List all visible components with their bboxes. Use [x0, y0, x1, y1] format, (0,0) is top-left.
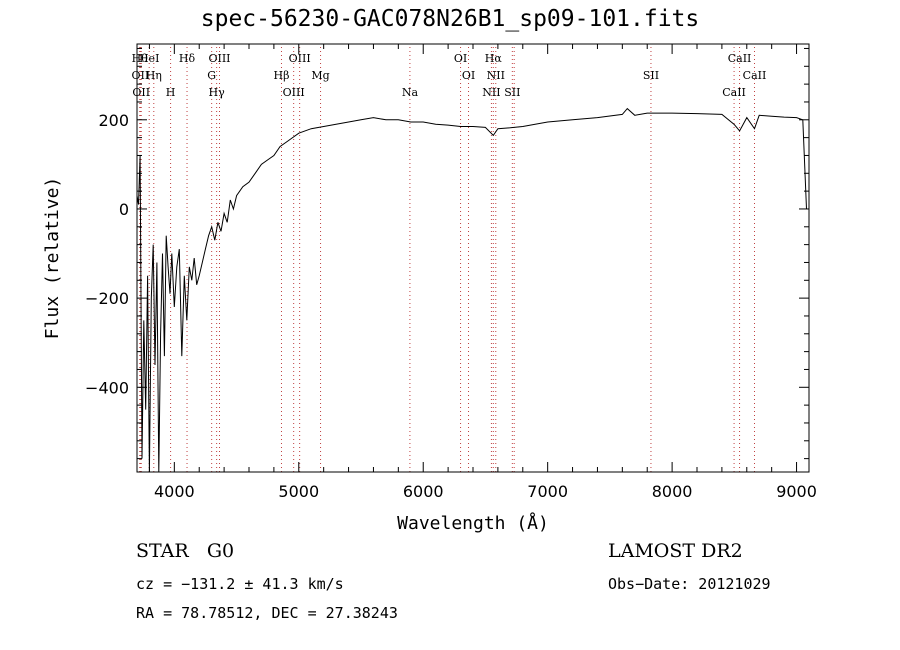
line-label: OI	[462, 69, 475, 82]
line-label: Hγ	[209, 86, 226, 99]
line-label: CaII	[743, 69, 767, 82]
x-tick-label: 9000	[776, 482, 817, 501]
line-label: Hη	[146, 69, 162, 82]
axis-tick-labels: 4000 5000 6000 7000 8000 9000 −400 −200 0 200	[85, 111, 817, 501]
line-label: OI	[454, 52, 467, 65]
x-tick-label: 8000	[652, 482, 693, 501]
line-label: SII	[643, 69, 659, 82]
line-label: H	[166, 86, 176, 99]
x-tick-label: 5000	[278, 482, 319, 501]
plot-frame	[136, 43, 810, 473]
redshift-velocity: cz = −131.2 ± 41.3 km/s	[136, 575, 344, 593]
line-label: Mg	[311, 69, 329, 82]
line-label: OII	[132, 86, 150, 99]
y-tick-label: −200	[85, 289, 129, 308]
object-class-label: STAR	[136, 540, 189, 562]
y-tick-label: 200	[98, 111, 129, 130]
y-tick-label: −400	[85, 378, 129, 397]
line-label: CaII	[728, 52, 752, 65]
observation-date: Obs−Date: 20121029	[608, 575, 771, 593]
line-label: CaII	[722, 86, 746, 99]
x-tick-label: 7000	[527, 482, 568, 501]
line-label: HeI	[139, 52, 159, 65]
x-axis-label: Wavelength (Å)	[397, 512, 549, 534]
line-label: OIII	[289, 52, 311, 65]
axis-ticks	[137, 44, 809, 472]
spectrum-line	[136, 107, 807, 473]
line-label: Hα	[485, 52, 503, 65]
line-label: Hθ	[132, 52, 149, 65]
line-label: Hδ	[179, 52, 196, 65]
emission-line-markers	[139, 47, 755, 472]
line-label: SII	[504, 86, 520, 99]
line-label: Na	[402, 86, 419, 99]
object-subclass: G0	[206, 540, 235, 562]
survey-name: LAMOST DR2	[608, 540, 743, 562]
x-tick-label: 6000	[403, 482, 444, 501]
line-label: G	[207, 69, 216, 82]
line-label: NII	[482, 86, 500, 99]
line-label: Hβ	[274, 69, 290, 82]
x-tick-label: 4000	[154, 482, 195, 501]
y-tick-label: 0	[119, 200, 129, 219]
ra-dec-coordinates: RA = 78.78512, DEC = 27.38243	[136, 604, 398, 622]
line-label: NII	[487, 69, 505, 82]
y-axis-label: Flux (relative)	[42, 177, 63, 340]
line-label: OII	[132, 69, 150, 82]
chart-title: spec-56230-GAC078N26B1_sp09-101.fits	[200, 6, 700, 32]
emission-line-labels: HθOIIOIIHeIHηHHδGHγOIIIHβOIIIOIIIMgNaOIO…	[132, 52, 767, 99]
object-class: STAR G0	[136, 540, 234, 562]
line-label: OIII	[208, 52, 230, 65]
line-label: OIII	[283, 86, 305, 99]
